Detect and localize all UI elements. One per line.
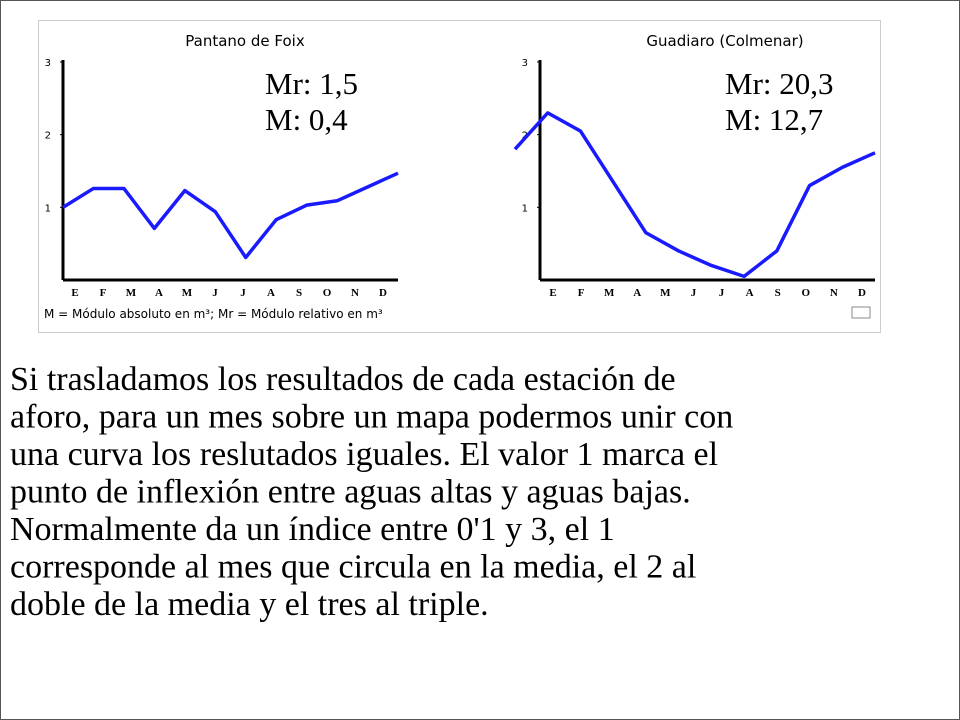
- x-tick-label: N: [351, 287, 359, 299]
- y-tick-label: 1: [522, 203, 528, 214]
- x-tick-label: N: [830, 287, 838, 299]
- body-line: punto de inflexión entre aguas altas y a…: [10, 474, 691, 511]
- x-tick-label: M: [660, 287, 671, 299]
- footnote: M = Módulo absoluto en m³; Mr = Módulo r…: [44, 307, 383, 321]
- y-tick-label: 3: [522, 58, 528, 69]
- x-tick-label: O: [323, 287, 332, 299]
- body-line: Normalmente da un índice entre 0'1 y 3, …: [10, 511, 615, 548]
- chart-title: Pantano de Foix: [185, 32, 305, 50]
- line-series: [513, 111, 876, 279]
- body-line: doble de la media y el tres al triple.: [10, 586, 489, 623]
- x-tick-label: J: [240, 287, 246, 299]
- x-tick-label: M: [604, 287, 615, 299]
- body-line: aforo, para un mes sobre un mapa podermo…: [10, 399, 733, 436]
- x-tick-label: A: [155, 287, 163, 299]
- annotation: Mr: 1,5: [265, 66, 358, 101]
- body-line: Si trasladamos los resultados de cada es…: [10, 361, 676, 398]
- body-line: una curva los reslutados iguales. El val…: [10, 436, 718, 473]
- x-tick-label: E: [71, 287, 78, 299]
- x-tick-label: A: [633, 287, 641, 299]
- x-tick-label: A: [746, 287, 754, 299]
- body-line: corresponde al mes que circula en la med…: [10, 549, 696, 586]
- x-tick-label: M: [126, 287, 137, 299]
- x-tick-label: O: [802, 287, 811, 299]
- x-tick-label: E: [549, 287, 556, 299]
- x-tick-label: M: [182, 287, 193, 299]
- x-tick-label: J: [212, 287, 218, 299]
- enlarge-icon[interactable]: [851, 306, 871, 319]
- x-tick-label: S: [296, 287, 302, 299]
- annotation: M: 0,4: [265, 102, 348, 137]
- line-series: [62, 171, 399, 260]
- annotation: Mr: 20,3: [725, 66, 834, 101]
- annotation: M: 12,7: [725, 102, 823, 137]
- x-tick-label: D: [858, 287, 866, 299]
- y-tick-label: 2: [45, 131, 51, 142]
- x-tick-label: F: [578, 287, 585, 299]
- y-tick-label: 3: [45, 58, 51, 69]
- chart-title: Guadiaro (Colmenar): [646, 32, 803, 50]
- x-tick-label: S: [775, 287, 781, 299]
- y-tick-label: 1: [45, 203, 51, 214]
- x-tick-label: A: [267, 287, 275, 299]
- x-tick-label: J: [719, 287, 725, 299]
- x-tick-label: D: [379, 287, 387, 299]
- x-tick-label: F: [100, 287, 107, 299]
- x-tick-label: J: [691, 287, 697, 299]
